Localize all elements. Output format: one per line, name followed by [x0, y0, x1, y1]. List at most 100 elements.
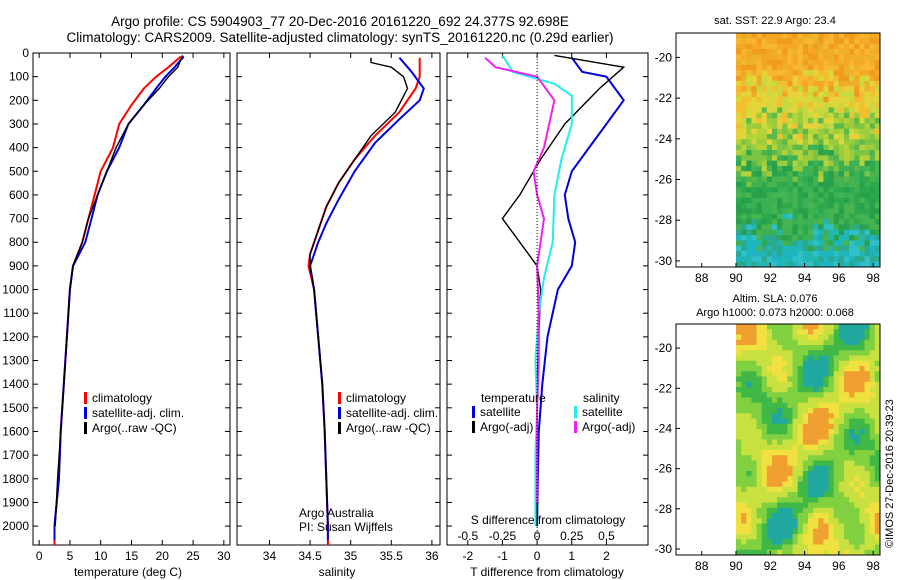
- map-cell: [833, 48, 840, 55]
- map-cell: [777, 213, 783, 220]
- map-cell: [782, 465, 788, 472]
- map-cell: [766, 528, 773, 535]
- map-cell: [854, 486, 860, 493]
- map-cell: [741, 402, 747, 409]
- map-cell: [761, 134, 768, 140]
- map-cell: [849, 107, 855, 114]
- map-cell: [808, 381, 814, 388]
- map-cell: [813, 518, 819, 524]
- map-cell: [741, 450, 747, 456]
- map-cell: [782, 408, 788, 414]
- map-cell: [849, 408, 855, 414]
- map-cell: [874, 256, 881, 263]
- map-cell: [833, 112, 840, 119]
- map-cell: [741, 165, 747, 172]
- map-cell: [777, 476, 783, 482]
- map-cell: [844, 460, 850, 467]
- map-cell: [756, 324, 763, 330]
- map-cell: [849, 329, 855, 335]
- map-cell: [869, 513, 876, 519]
- map-cell: [766, 118, 773, 124]
- map-cell: [766, 176, 773, 183]
- map-cell: [736, 497, 742, 503]
- map-cell: [833, 460, 840, 467]
- map-cell: [792, 64, 799, 71]
- map-cell: [751, 171, 757, 177]
- map-cell: [808, 80, 814, 87]
- map-cell: [777, 251, 783, 257]
- map-cell: [756, 229, 763, 236]
- map-cell: [777, 240, 783, 247]
- map-cell: [864, 112, 871, 119]
- map-cell: [761, 439, 768, 446]
- map-cell: [751, 534, 757, 540]
- map-cell: [802, 360, 809, 367]
- map-cell: [787, 134, 793, 140]
- map-cell: [808, 539, 814, 545]
- map-cell: [818, 460, 824, 467]
- map-cell: [808, 397, 814, 404]
- map-cell: [736, 208, 742, 215]
- map-cell: [864, 139, 871, 146]
- map-cell: [797, 455, 804, 461]
- map-cell: [818, 471, 824, 477]
- map-cell: [854, 376, 860, 383]
- map-cell: [818, 240, 824, 247]
- series-line-3: [484, 56, 556, 503]
- map-cell: [746, 413, 752, 419]
- map-cell: [838, 107, 845, 114]
- map-cell: [849, 397, 855, 404]
- series-line-1: [53, 55, 185, 541]
- map-cell: [844, 261, 850, 268]
- map-cell: [792, 38, 799, 45]
- map-cell: [736, 345, 742, 351]
- map-cell: [746, 251, 752, 257]
- map-cell: [751, 86, 757, 92]
- map-cell: [746, 213, 752, 220]
- map-cell: [828, 366, 835, 372]
- map-cell: [818, 187, 824, 193]
- map-cell: [813, 107, 819, 114]
- map-cell: [854, 502, 860, 509]
- map-cell: [802, 492, 809, 498]
- map-cell: [838, 160, 845, 167]
- map-cell: [802, 181, 809, 188]
- map-cell: [808, 408, 814, 414]
- map-cell: [792, 486, 799, 493]
- map-cell: [818, 523, 824, 530]
- map-cell: [833, 397, 840, 404]
- map-cell: [869, 139, 876, 146]
- map-cell: [802, 544, 809, 551]
- map-cell: [818, 492, 824, 498]
- map-cell: [838, 434, 845, 440]
- map-cell: [828, 324, 835, 330]
- map-cell: [787, 251, 793, 257]
- map-cell: [874, 48, 881, 55]
- map-cell: [797, 256, 804, 263]
- map-cell: [751, 334, 757, 341]
- map-cell: [864, 423, 871, 430]
- map-cell: [859, 413, 865, 419]
- map-cell: [761, 118, 768, 124]
- map-cell: [874, 112, 881, 119]
- map-cell: [874, 245, 881, 252]
- map-cell: [818, 224, 824, 231]
- map-cell: [787, 408, 793, 414]
- map-cell: [766, 261, 773, 268]
- map-cell: [797, 402, 804, 409]
- map-cell: [792, 181, 799, 188]
- map-cell: [823, 80, 829, 87]
- map-cell: [849, 528, 855, 535]
- map-cell: [766, 413, 773, 419]
- map-cell: [772, 502, 778, 509]
- map-cell: [864, 229, 871, 236]
- map-cell: [761, 155, 768, 162]
- map-cell: [869, 128, 876, 135]
- map-cell: [859, 444, 865, 451]
- map-cell: [766, 224, 773, 231]
- map-cell: [766, 155, 773, 162]
- y-tick-label: 1900: [2, 495, 29, 509]
- y-tick-label: 1100: [3, 306, 29, 320]
- map-y-tick-label: -24: [655, 421, 673, 435]
- map-cell: [787, 476, 793, 482]
